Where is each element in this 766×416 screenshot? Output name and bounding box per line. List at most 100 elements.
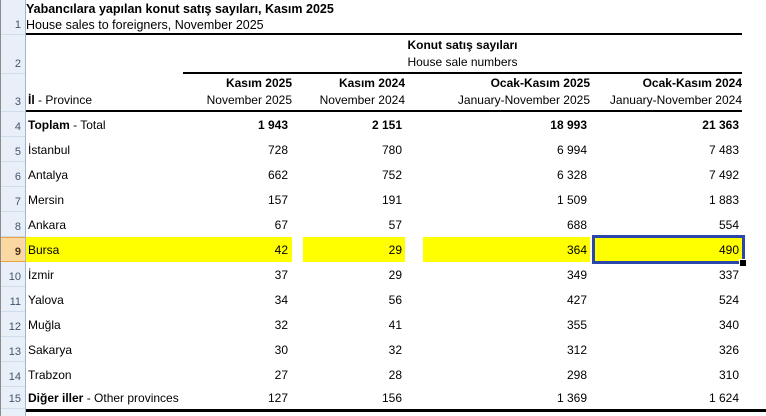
row-header-7[interactable]: 7 <box>1 187 25 212</box>
cell-value[interactable]: 780 <box>381 142 402 157</box>
cell-value[interactable]: 56 <box>388 292 402 307</box>
cell-province[interactable]: Muğla <box>28 317 61 332</box>
cell-value[interactable]: 1 883 <box>708 192 739 207</box>
cell-province[interactable]: Trabzon <box>28 367 72 382</box>
cell-value[interactable]: 157 <box>267 192 288 207</box>
cell-value[interactable]: 312 <box>566 342 587 357</box>
cell-value[interactable]: 32 <box>274 317 288 332</box>
cell-value[interactable]: 524 <box>718 292 739 307</box>
table-row-other-provinces: Diğer iller - Other provinces 127 156 1 … <box>26 387 766 409</box>
row-header-9-selected[interactable]: 9 <box>1 237 25 262</box>
group-header: Konut satış sayıları House sale numbers <box>183 35 742 74</box>
cell-value[interactable]: 29 <box>388 267 402 282</box>
cell-value[interactable]: 27 <box>274 367 288 382</box>
cell-province[interactable]: Antalya <box>28 167 69 182</box>
cell-value[interactable]: 752 <box>381 167 402 182</box>
fill-handle[interactable] <box>739 259 747 267</box>
cell-value[interactable]: 2 151 <box>371 117 402 132</box>
title-turkish: Yabancılara yapılan konut satış sayıları… <box>26 2 334 16</box>
cell-value[interactable]: 427 <box>566 292 587 307</box>
row-header-2[interactable]: 2 <box>1 35 25 74</box>
cell-value[interactable]: 688 <box>566 217 587 232</box>
cell-value[interactable]: 34 <box>274 292 288 307</box>
row-header-6[interactable]: 6 <box>1 162 25 187</box>
cell-value[interactable]: 41 <box>388 317 402 332</box>
province-header-turkish: İl <box>28 93 35 107</box>
cell-province[interactable]: İstanbul <box>28 142 71 157</box>
cell-value[interactable]: 191 <box>381 192 402 207</box>
row-header-16[interactable] <box>1 409 25 416</box>
row-header-gutter: 1 2 3 4 5 6 7 8 9 10 11 12 13 14 15 <box>0 0 26 416</box>
row-header-1[interactable]: 1 <box>1 0 25 35</box>
cell-value[interactable]: 42 <box>183 237 292 262</box>
row-header-15[interactable]: 15 <box>1 387 25 409</box>
row-header-3[interactable]: 3 <box>1 74 25 112</box>
cell-value[interactable]: 18 993 <box>550 117 587 132</box>
cell-value[interactable]: 29 <box>303 237 405 262</box>
cell-value[interactable]: 349 <box>566 267 587 282</box>
table-row-istanbul: İstanbul 728 780 6 994 7 483 <box>26 137 766 162</box>
cell-province[interactable]: Yalova <box>28 292 64 307</box>
row-header-12[interactable]: 12 <box>1 312 25 337</box>
column-header-jan-nov-2025[interactable]: Ocak-Kasım 2025 January-November 2025 <box>457 76 590 107</box>
cell-value[interactable]: 6 328 <box>556 167 587 182</box>
title-english: House sales to foreigners, November 2025 <box>26 18 264 32</box>
cell-province[interactable]: Sakarya <box>28 342 73 357</box>
row-header-11[interactable]: 11 <box>1 287 25 312</box>
table-row-izmir: İzmir 37 29 349 337 <box>26 262 766 287</box>
cell-value[interactable]: 310 <box>718 367 739 382</box>
cell-value[interactable]: 127 <box>267 391 288 405</box>
cell-value[interactable]: 37 <box>274 267 288 282</box>
cell-province[interactable]: Diğer iller - Other provinces <box>28 391 179 405</box>
cell-value[interactable]: 156 <box>381 391 402 405</box>
cell-value[interactable]: 28 <box>388 367 402 382</box>
cell-value[interactable]: 30 <box>274 342 288 357</box>
row-header-14[interactable]: 14 <box>1 362 25 387</box>
column-header-province[interactable]: İl - Province <box>26 74 183 112</box>
cell-value[interactable]: 57 <box>388 217 402 232</box>
sheet-title: Yabancılara yapılan konut satış sayıları… <box>26 0 766 35</box>
cell-province[interactable]: Mersin <box>28 192 65 207</box>
cell-value[interactable]: 1 369 <box>556 391 587 405</box>
cell-value[interactable]: 1 943 <box>257 117 288 132</box>
cell-value[interactable]: 6 994 <box>556 142 587 157</box>
cell-value[interactable]: 364 <box>423 237 590 262</box>
column-header-jan-nov-2024[interactable]: Ocak-Kasım 2024 January-November 2024 <box>609 76 742 107</box>
cell-value[interactable]: 326 <box>718 342 739 357</box>
row-header-13[interactable]: 13 <box>1 337 25 362</box>
column-header-nov-2025[interactable]: Kasım 2025 November 2025 <box>206 76 292 107</box>
cell-value[interactable]: 1 509 <box>556 192 587 207</box>
cell-value[interactable]: 340 <box>718 317 739 332</box>
row-header-8[interactable]: 8 <box>1 212 25 237</box>
group-header-row: Konut satış sayıları House sale numbers <box>26 35 766 74</box>
cell-province-total[interactable]: Toplam - Total <box>28 117 106 132</box>
row-header-5[interactable]: 5 <box>1 137 25 162</box>
cell-value[interactable]: 728 <box>267 142 288 157</box>
table-row-total: Toplam - Total 1 943 2 151 18 993 21 363 <box>26 112 766 137</box>
row-header-4[interactable]: 4 <box>1 112 25 137</box>
cell-province[interactable]: Ankara <box>28 217 67 232</box>
column-header-nov-2024[interactable]: Kasım 2024 November 2024 <box>319 76 405 107</box>
table-row-mersin: Mersin 157 191 1 509 1 883 <box>26 187 766 212</box>
cell-value[interactable]: 337 <box>718 267 739 282</box>
sheet-content: Yabancılara yapılan konut satış sayıları… <box>26 0 766 416</box>
selected-cell[interactable]: 490 <box>592 235 747 267</box>
cell-value[interactable]: 32 <box>388 342 402 357</box>
rule-under-title <box>26 33 742 35</box>
group-header-english: House sale numbers <box>407 55 518 69</box>
cell-province[interactable]: İzmir <box>28 267 54 282</box>
cell-value[interactable]: 1 624 <box>708 391 739 405</box>
cell-value[interactable]: 355 <box>566 317 587 332</box>
cell-province[interactable]: Bursa <box>26 237 183 262</box>
group-header-turkish: Konut satış sayıları <box>407 38 518 52</box>
cell-value[interactable]: 554 <box>718 217 739 232</box>
cell-value[interactable]: 298 <box>566 367 587 382</box>
rule-under-column-headers <box>26 110 742 112</box>
cell-value[interactable]: 7 483 <box>708 142 739 157</box>
row-header-10[interactable]: 10 <box>1 262 25 287</box>
cell-value[interactable]: 67 <box>274 217 288 232</box>
cell-value[interactable]: 21 363 <box>702 117 739 132</box>
table-row-trabzon: Trabzon 27 28 298 310 <box>26 362 766 387</box>
cell-value[interactable]: 7 492 <box>708 167 739 182</box>
cell-value[interactable]: 662 <box>267 167 288 182</box>
